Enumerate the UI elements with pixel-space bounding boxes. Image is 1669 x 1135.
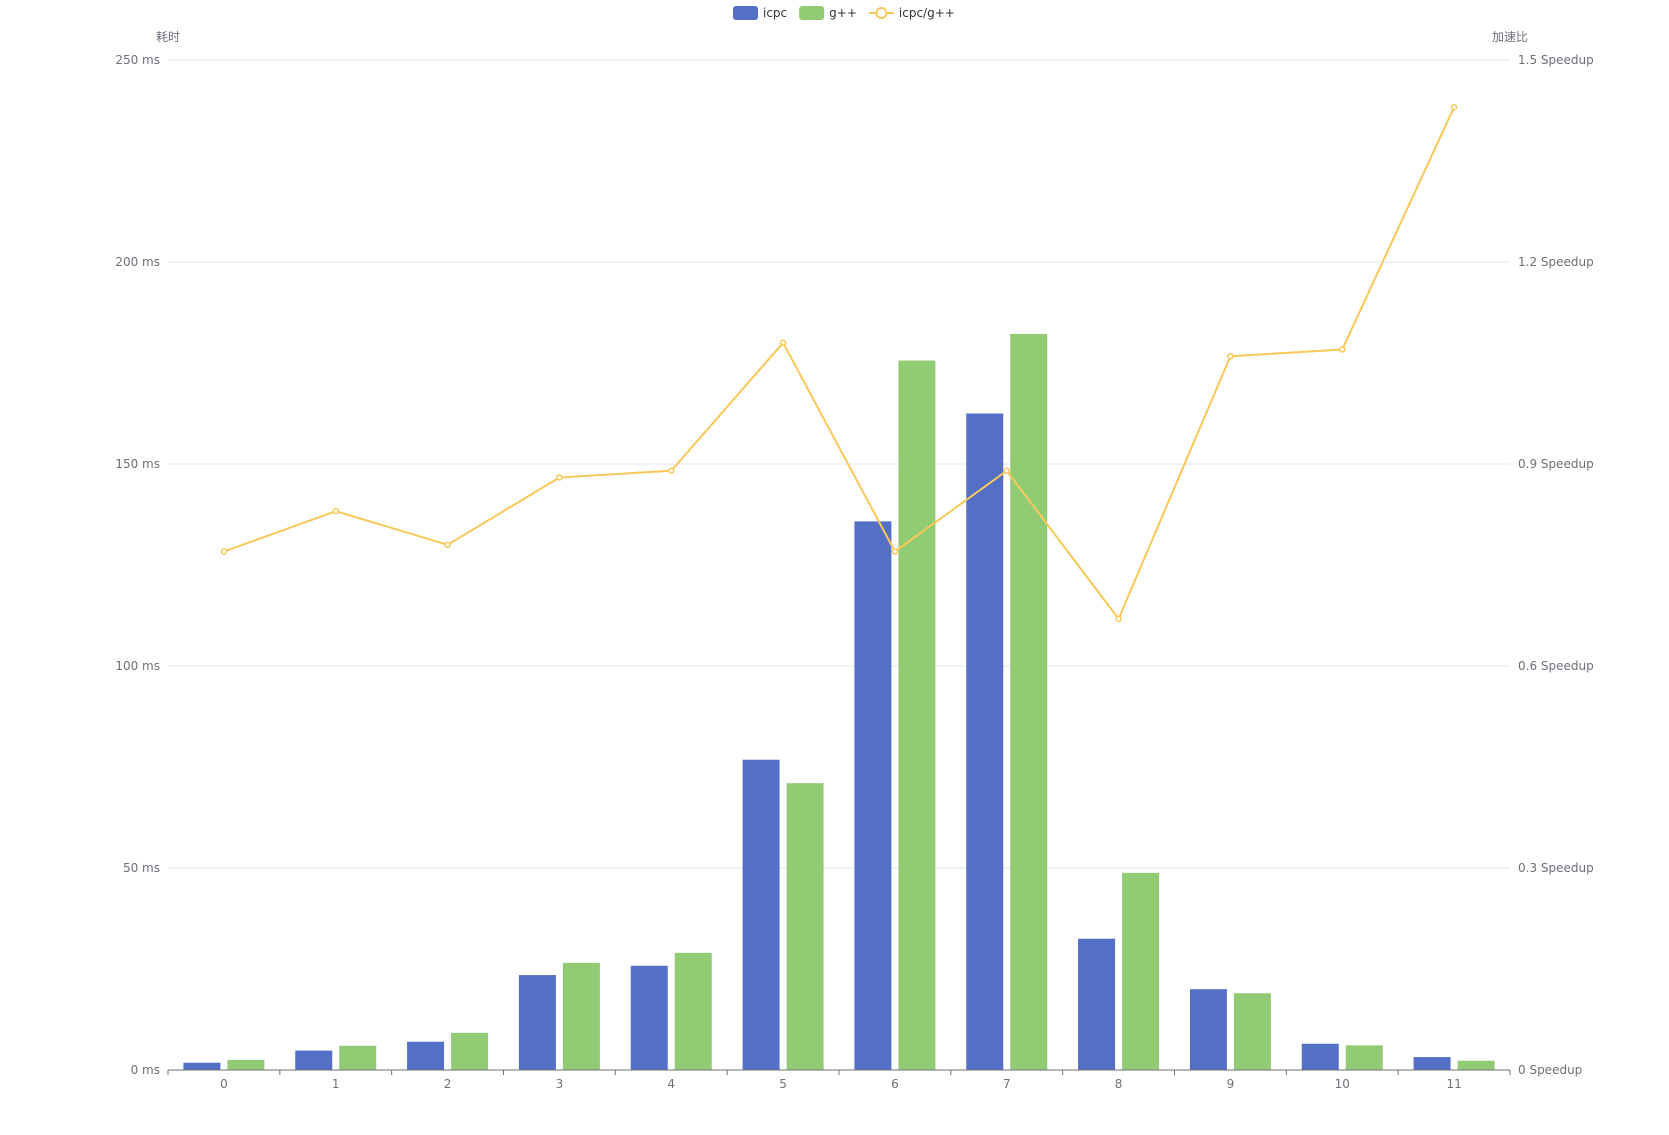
bar-icpc-0[interactable] xyxy=(183,1062,221,1070)
legend-swatch-marker xyxy=(875,7,888,19)
right-tick-label: 0.6 Speedup xyxy=(1518,659,1594,673)
right-tick-label: 1.5 Speedup xyxy=(1518,53,1594,67)
left-tick-label: 250 ms xyxy=(115,53,160,67)
bar-g++-4[interactable] xyxy=(674,952,712,1070)
line-point-11[interactable] xyxy=(1450,103,1458,111)
legend-swatch xyxy=(799,6,825,20)
legend-label: g++ xyxy=(829,6,857,20)
bar-icpc-6[interactable] xyxy=(854,521,892,1070)
legend-label: icpc/g++ xyxy=(899,6,955,20)
line-point-4[interactable] xyxy=(668,467,675,474)
x-axis: 0 1 2 3 4 5 6 7 8 9 10 11 xyxy=(167,1069,1511,1091)
left-tick-label: 50 ms xyxy=(123,861,160,875)
bar-g++-6[interactable] xyxy=(898,360,936,1070)
x-tick-label: 3 xyxy=(556,1077,564,1091)
x-tick-label: 10 xyxy=(1335,1077,1350,1091)
left-tick-label: 150 ms xyxy=(115,457,160,471)
x-tick-label: 4 xyxy=(667,1077,675,1091)
line-point-3[interactable] xyxy=(556,474,563,481)
left-axis-title: 耗时 xyxy=(156,30,180,44)
bar-icpc-7[interactable] xyxy=(966,413,1004,1071)
line-point-8[interactable] xyxy=(1115,615,1122,623)
left-tick-label: 0 ms xyxy=(131,1063,160,1077)
line-series[interactable] xyxy=(220,103,1458,623)
x-tick-label: 0 xyxy=(220,1077,228,1091)
bar-g++-3[interactable] xyxy=(562,962,600,1070)
legend[interactable]: icpc g++ icpc/g++ xyxy=(733,6,955,20)
line-point-5[interactable] xyxy=(779,339,787,347)
x-tick-label: 5 xyxy=(779,1077,787,1091)
bar-g++-0[interactable] xyxy=(227,1059,265,1070)
line-point-6[interactable] xyxy=(891,548,899,555)
bar-g++-9[interactable] xyxy=(1233,993,1271,1070)
line-point-10[interactable] xyxy=(1339,346,1346,353)
bar-icpc-3[interactable] xyxy=(518,975,556,1070)
bar-icpc-11[interactable] xyxy=(1413,1057,1451,1070)
x-tick-label: 2 xyxy=(444,1077,452,1091)
x-tick-label: 7 xyxy=(1003,1077,1011,1091)
legend-item-g++[interactable]: g++ xyxy=(799,6,857,20)
line-point-1[interactable] xyxy=(332,507,339,515)
right-tick-label: 1.2 Speedup xyxy=(1518,255,1594,269)
x-tick-label: 9 xyxy=(1227,1077,1235,1091)
bar-g++-7[interactable] xyxy=(1010,333,1048,1070)
x-tick-label: 11 xyxy=(1446,1077,1461,1091)
line-point-2[interactable] xyxy=(444,541,451,549)
bar-g++-10[interactable] xyxy=(1345,1045,1383,1070)
legend-label: icpc xyxy=(763,6,787,20)
bar-g++-5[interactable] xyxy=(786,783,824,1070)
right-axis-title: 加速比 xyxy=(1492,30,1528,44)
bar-g++-11[interactable] xyxy=(1457,1060,1495,1070)
line-point-0[interactable] xyxy=(220,548,228,555)
bar-icpc-10[interactable] xyxy=(1301,1043,1339,1070)
bar-icpc-1[interactable] xyxy=(295,1050,333,1070)
legend-swatch xyxy=(733,6,758,20)
left-tick-label: 200 ms xyxy=(115,255,160,269)
left-tick-label: 100 ms xyxy=(115,659,160,673)
right-tick-label: 0 Speedup xyxy=(1518,1063,1582,1077)
legend-item-icpc[interactable]: icpc xyxy=(733,6,787,20)
right-tick-label: 0.3 Speedup xyxy=(1518,861,1594,875)
bar-icpc-4[interactable] xyxy=(630,965,668,1070)
right-tick-label: 0.9 Speedup xyxy=(1518,457,1594,471)
grid-lines xyxy=(168,59,1510,869)
x-tick-label: 1 xyxy=(332,1077,340,1091)
bar-g++-2[interactable] xyxy=(451,1032,489,1070)
line-point-9[interactable] xyxy=(1227,353,1234,360)
line-icpc/g++ xyxy=(223,106,1455,621)
left-axis-ticks: 0 ms 50 ms 100 ms 150 ms 200 ms 250 ms xyxy=(115,53,160,1077)
bar-icpc-9[interactable] xyxy=(1189,989,1227,1070)
bar-icpc-2[interactable] xyxy=(407,1041,445,1070)
bar-icpc-5[interactable] xyxy=(742,759,780,1070)
right-axis-ticks: 0 Speedup 0.3 Speedup 0.6 Speedup 0.9 Speed… xyxy=(1518,53,1594,1077)
legend-item-icpc/g++[interactable]: icpc/g++ xyxy=(868,6,955,20)
x-tick-label: 8 xyxy=(1115,1077,1123,1091)
bar-g++-8[interactable] xyxy=(1122,872,1160,1070)
bar-g++-1[interactable] xyxy=(339,1045,377,1070)
bar-series[interactable] xyxy=(183,333,1495,1071)
line-point-7[interactable] xyxy=(1003,467,1010,474)
bar-icpc-8[interactable] xyxy=(1078,938,1116,1070)
x-tick-label: 6 xyxy=(891,1077,899,1091)
